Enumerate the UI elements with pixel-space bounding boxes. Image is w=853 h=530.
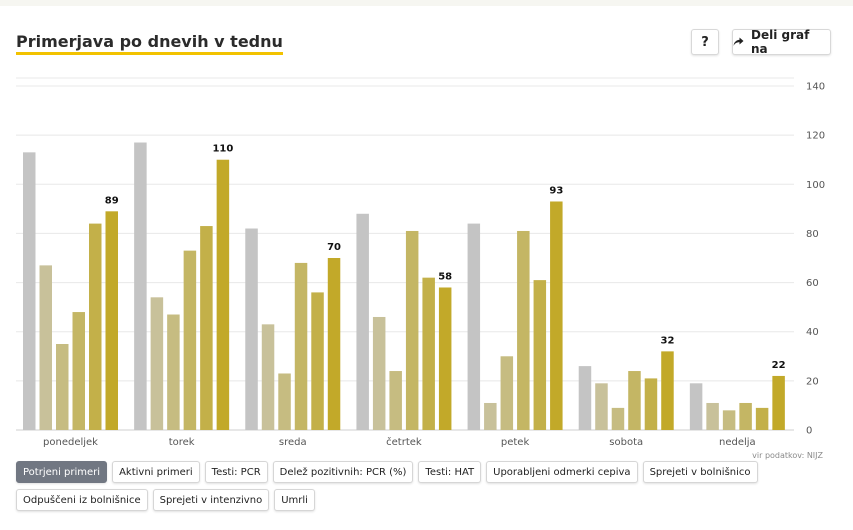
metric-tab[interactable]: Potrjeni primeri <box>16 461 108 483</box>
bar <box>484 402 497 430</box>
bar <box>150 297 164 430</box>
metric-tab[interactable]: Delež pozitivnih: PCR (%) <box>272 461 414 483</box>
data-label: 32 <box>661 335 675 346</box>
source-text: vir podatkov: NIJZ <box>752 451 823 460</box>
metric-tab[interactable]: Odpuščeni iz bolnišnice <box>16 489 148 511</box>
bar <box>134 142 147 430</box>
bar <box>550 201 563 430</box>
bar <box>261 324 275 430</box>
bar <box>422 277 435 430</box>
bar <box>327 258 341 430</box>
metric-tab[interactable]: Uporabljeni odmerki cepiva <box>486 461 638 483</box>
metric-tab[interactable]: Umrli <box>274 489 315 511</box>
y-tick-label: 140 <box>806 82 825 93</box>
bar <box>389 371 402 430</box>
data-label: 93 <box>549 185 563 196</box>
bar <box>372 316 386 430</box>
metric-tab[interactable]: Testi: PCR <box>204 461 268 483</box>
metric-tabs: Potrjeni primeri Aktivni primeri Testi: PC… <box>16 461 816 511</box>
bar <box>356 213 369 430</box>
bar <box>278 373 291 430</box>
data-label: 58 <box>438 271 452 282</box>
bar <box>706 402 719 430</box>
metric-tab[interactable]: Sprejeti v bolnišnico <box>642 461 758 483</box>
bar <box>294 262 308 430</box>
y-tick-label: 0 <box>806 426 812 437</box>
x-tick-label: petek <box>501 437 530 448</box>
y-tick-label: 80 <box>806 229 819 240</box>
bar <box>200 226 213 430</box>
bar <box>772 375 785 430</box>
bar <box>438 287 452 430</box>
bar <box>689 383 703 430</box>
x-tick-label: sreda <box>279 437 307 448</box>
bar <box>56 344 69 430</box>
page-title: Primerjava po dnevih v tednu <box>16 32 283 55</box>
bar <box>23 152 36 431</box>
bar <box>595 383 608 430</box>
x-tick-label: sobota <box>609 437 643 448</box>
bar <box>105 211 118 430</box>
bar <box>644 378 658 430</box>
bar <box>467 223 481 430</box>
data-label: 70 <box>327 242 341 253</box>
bar <box>183 250 197 430</box>
bar <box>311 292 324 430</box>
bar <box>533 280 547 430</box>
y-tick-label: 40 <box>806 327 819 338</box>
y-tick-label: 120 <box>806 131 825 142</box>
bar <box>661 351 674 430</box>
bar <box>39 265 52 430</box>
x-tick-label: nedelja <box>719 437 756 448</box>
x-tick-label: četrtek <box>386 436 422 448</box>
bar <box>578 366 592 430</box>
bar <box>628 371 641 430</box>
metric-tab[interactable]: Aktivni primeri <box>112 461 200 483</box>
bar <box>722 410 736 430</box>
bar <box>89 223 102 430</box>
share-button[interactable]: Deli graf na <box>732 28 831 56</box>
share-arrow-icon <box>733 37 744 47</box>
y-tick-label: 100 <box>806 180 825 191</box>
bar <box>739 402 752 430</box>
help-button-label: ? <box>701 34 709 50</box>
data-label: 110 <box>212 144 233 155</box>
bar <box>755 407 769 430</box>
bar <box>245 228 258 430</box>
bar <box>500 356 514 430</box>
x-tick-label: torek <box>169 437 195 448</box>
x-tick-label: ponedeljek <box>43 437 98 448</box>
metric-tab[interactable]: Testi: HAT <box>418 461 482 483</box>
metric-tab[interactable]: Sprejeti v intenzivno <box>152 489 270 511</box>
bar <box>405 230 419 430</box>
data-label: 22 <box>772 360 786 371</box>
share-button-label: Deli graf na <box>751 28 810 56</box>
bar <box>611 407 625 430</box>
data-label: 89 <box>105 195 119 206</box>
help-button[interactable]: ? <box>691 29 719 55</box>
y-tick-label: 60 <box>806 278 819 289</box>
y-tick-label: 20 <box>806 376 819 387</box>
bar <box>72 312 85 430</box>
bar <box>167 314 180 430</box>
bar <box>517 230 530 430</box>
bar <box>216 159 230 430</box>
